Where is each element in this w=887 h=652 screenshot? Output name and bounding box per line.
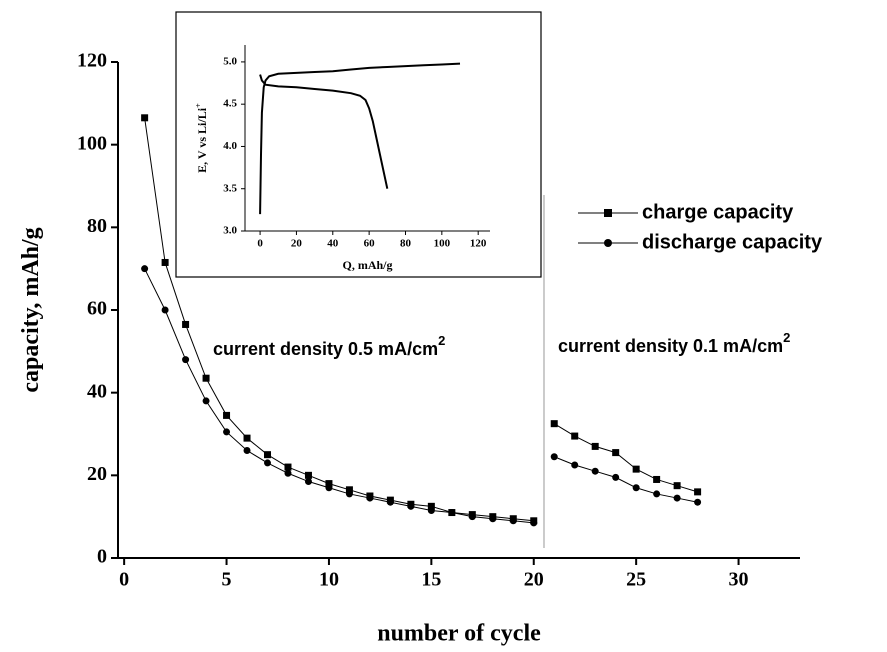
marker bbox=[304, 471, 312, 479]
y-tick-label: 80 bbox=[87, 215, 107, 237]
marker bbox=[345, 486, 353, 494]
y-tick-label: 60 bbox=[87, 298, 107, 320]
marker bbox=[550, 420, 558, 428]
y-tick-label: 20 bbox=[87, 463, 107, 485]
y-tick-label: 4.5 bbox=[223, 98, 237, 110]
x-tick-label: 40 bbox=[327, 237, 339, 249]
series-line bbox=[259, 74, 389, 189]
annotation: current density 0.5 mA/cm2 bbox=[213, 333, 445, 358]
x-tick-label: 60 bbox=[364, 237, 376, 249]
marker bbox=[284, 463, 292, 471]
marker bbox=[202, 397, 210, 405]
x-tick-label: 0 bbox=[119, 569, 129, 591]
annotation-sup: 2 bbox=[438, 333, 445, 348]
y-tick-label: 120 bbox=[77, 50, 107, 72]
marker bbox=[202, 374, 210, 382]
x-axis-label: Q, mAh/g bbox=[342, 258, 392, 272]
marker bbox=[591, 467, 599, 475]
marker bbox=[530, 519, 538, 527]
marker bbox=[325, 484, 333, 492]
annotation-text: current density 0.5 mA/cm bbox=[213, 339, 438, 359]
marker bbox=[161, 306, 169, 314]
y-axis-label-sup: + bbox=[194, 103, 203, 108]
annotation-sup: 2 bbox=[783, 330, 790, 345]
marker bbox=[427, 502, 435, 510]
x-axis-label: number of cycle bbox=[377, 621, 541, 647]
marker bbox=[653, 475, 661, 483]
x-tick-label: 120 bbox=[470, 237, 487, 249]
marker bbox=[571, 432, 579, 440]
y-axis-label-text: E, V vs Li/Li bbox=[195, 107, 209, 173]
marker bbox=[182, 320, 190, 328]
y-tick-label: 100 bbox=[77, 132, 107, 154]
marker bbox=[161, 258, 169, 266]
legend-label: discharge capacity bbox=[642, 231, 823, 253]
x-tick-label: 100 bbox=[434, 237, 451, 249]
marker bbox=[632, 484, 640, 492]
marker bbox=[304, 478, 312, 486]
marker bbox=[264, 459, 272, 467]
marker bbox=[325, 480, 333, 488]
marker bbox=[673, 494, 681, 502]
y-axis-label-text: capacity, mAh/g bbox=[18, 227, 44, 392]
inset-frame bbox=[175, 11, 542, 278]
marker bbox=[448, 509, 456, 517]
x-tick-label: 30 bbox=[729, 569, 749, 591]
x-tick-label: 15 bbox=[421, 569, 441, 591]
marker bbox=[223, 411, 231, 419]
series-line bbox=[259, 62, 461, 215]
y-tick-label: 3.0 bbox=[223, 225, 237, 237]
x-tick-label: 80 bbox=[400, 237, 412, 249]
y-tick-label: 5.0 bbox=[223, 55, 237, 67]
x-tick-label: 10 bbox=[319, 569, 339, 591]
marker bbox=[632, 465, 640, 473]
marker bbox=[243, 447, 251, 455]
marker bbox=[509, 517, 517, 525]
marker bbox=[141, 265, 149, 273]
x-tick-label: 0 bbox=[257, 237, 263, 249]
marker bbox=[694, 488, 702, 496]
x-tick-label: 20 bbox=[291, 237, 303, 249]
marker bbox=[550, 453, 558, 461]
marker bbox=[386, 498, 394, 506]
marker bbox=[407, 502, 415, 510]
legend-label: charge capacity bbox=[642, 201, 794, 223]
x-tick-label: 5 bbox=[222, 569, 232, 591]
x-tick-label: 20 bbox=[524, 569, 544, 591]
y-tick-label: 0 bbox=[97, 546, 107, 568]
marker bbox=[427, 506, 435, 514]
marker bbox=[612, 449, 620, 457]
marker bbox=[141, 114, 149, 122]
marker bbox=[243, 434, 251, 442]
series-line bbox=[144, 268, 534, 524]
y-tick-label: 40 bbox=[87, 380, 107, 402]
annotation: current density 0.1 mA/cm2 bbox=[558, 330, 790, 355]
marker bbox=[182, 356, 190, 364]
marker bbox=[345, 490, 353, 498]
legend-marker bbox=[604, 209, 612, 217]
marker bbox=[489, 515, 497, 523]
marker bbox=[694, 498, 702, 506]
marker bbox=[223, 428, 231, 436]
legend-marker bbox=[604, 239, 612, 247]
y-axis-label: E, V vs Li/Li+ bbox=[194, 103, 209, 173]
marker bbox=[571, 461, 579, 469]
marker bbox=[468, 513, 476, 521]
marker bbox=[284, 469, 292, 477]
x-tick-label: 25 bbox=[626, 569, 646, 591]
marker bbox=[366, 494, 374, 502]
marker bbox=[653, 490, 661, 498]
y-axis-label: capacity, mAh/g bbox=[18, 227, 44, 392]
y-tick-label: 4.0 bbox=[223, 140, 237, 152]
marker bbox=[612, 473, 620, 481]
marker bbox=[591, 442, 599, 450]
marker bbox=[264, 451, 272, 459]
marker bbox=[673, 482, 681, 490]
annotation-text: current density 0.1 mA/cm bbox=[558, 336, 783, 356]
y-tick-label: 3.5 bbox=[223, 182, 237, 194]
